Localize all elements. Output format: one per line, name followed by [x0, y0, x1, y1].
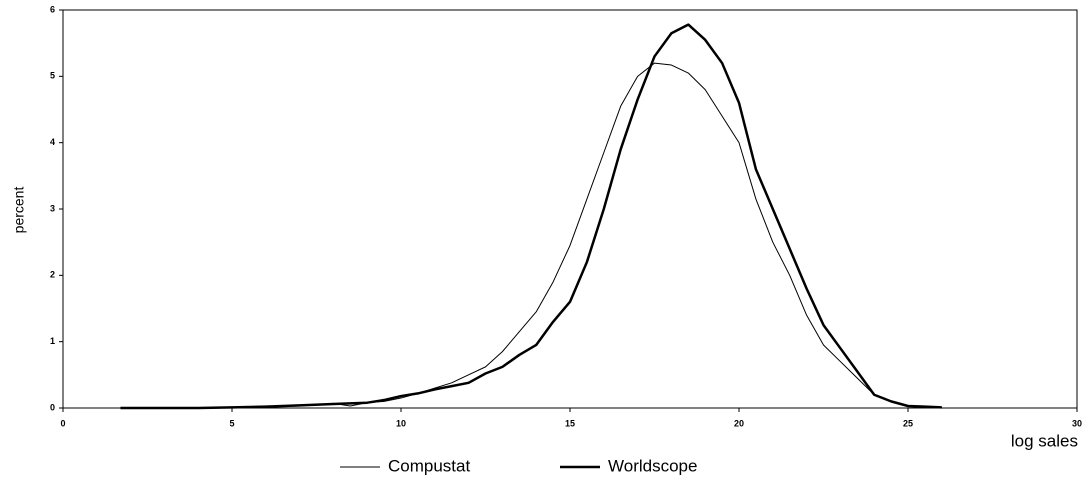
x-tick-label: 5	[229, 418, 234, 428]
y-tick-label: 2	[50, 270, 55, 280]
y-axis-title: percent	[11, 187, 27, 234]
y-tick-label: 3	[50, 203, 55, 213]
x-tick-label: 10	[396, 418, 406, 428]
y-tick-label: 1	[50, 336, 55, 346]
x-tick-label: 30	[1072, 418, 1082, 428]
y-tick-label: 4	[50, 137, 55, 147]
series-line	[120, 62, 942, 409]
x-tick-label: 20	[734, 418, 744, 428]
x-tick-label: 25	[903, 418, 913, 428]
series-line	[120, 23, 942, 410]
x-axis-title: log sales	[1011, 431, 1078, 450]
legend-label: Compustat	[388, 456, 470, 475]
y-tick-label: 6	[50, 4, 55, 14]
x-tick-label: 15	[565, 418, 575, 428]
legend-label: Worldscope	[608, 456, 697, 475]
x-tick-label: 0	[60, 418, 65, 428]
y-tick-label: 5	[50, 71, 55, 81]
y-tick-label: 0	[50, 402, 55, 412]
plot-frame	[62, 9, 1078, 409]
